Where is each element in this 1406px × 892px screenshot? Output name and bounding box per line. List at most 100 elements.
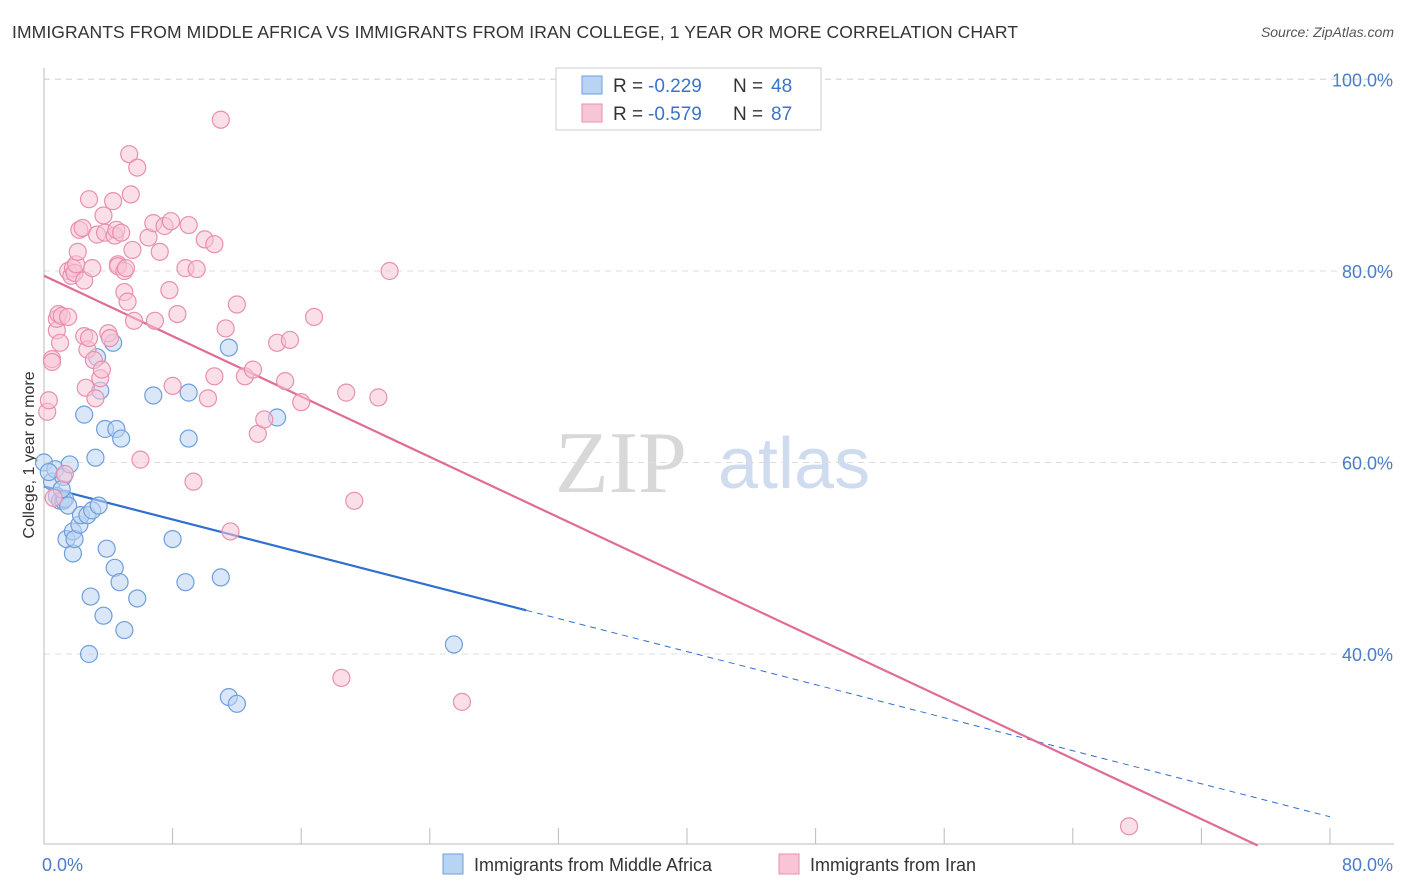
data-point-pink	[179, 215, 198, 235]
data-point-blue	[219, 338, 238, 357]
data-point-pink	[187, 259, 206, 279]
data-point-blue	[163, 529, 182, 549]
data-point-pink	[59, 307, 78, 327]
data-point-pink	[243, 360, 263, 379]
data-point-blue	[444, 635, 464, 654]
data-point-pink	[121, 185, 140, 204]
legend-r-label-pink: R =	[613, 104, 643, 125]
legend-swatch-blue	[581, 75, 603, 95]
data-point-pink	[292, 393, 311, 412]
series-legend-swatch-blue	[442, 853, 464, 875]
data-point-pink	[79, 190, 99, 209]
data-point-pink	[205, 235, 224, 254]
data-point-blue	[179, 429, 198, 448]
data-point-pink	[227, 295, 246, 314]
data-point-pink	[163, 376, 182, 395]
data-point-pink	[104, 192, 123, 211]
data-point-pink	[118, 292, 137, 311]
data-point-pink	[380, 261, 399, 281]
data-point-pink	[332, 668, 351, 688]
y-tick-label: 100.0%	[1332, 71, 1393, 91]
series-points-pink	[38, 110, 1139, 836]
data-point-pink	[42, 352, 62, 372]
data-point-pink	[44, 488, 63, 508]
data-point-blue	[128, 589, 147, 608]
data-point-blue	[227, 694, 246, 713]
data-point-pink	[79, 328, 99, 348]
y-tick-label: 60.0%	[1342, 454, 1393, 474]
trend-line-blue	[43, 485, 527, 612]
legend-n-label-pink: N =	[733, 104, 763, 125]
data-point-pink	[280, 330, 300, 350]
data-point-blue	[97, 539, 116, 558]
data-point-blue	[94, 606, 113, 625]
data-point-pink	[337, 383, 356, 402]
data-point-blue	[75, 405, 94, 424]
data-point-pink	[50, 333, 70, 352]
data-point-pink	[345, 491, 364, 510]
legend-n-label-blue: N =	[733, 76, 763, 97]
data-point-pink	[55, 464, 74, 484]
data-point-pink	[92, 360, 111, 379]
y-axis-label: College, 1 year or more	[21, 371, 38, 538]
x-tick-label: 0.0%	[42, 855, 83, 875]
data-point-pink	[124, 311, 144, 330]
trend-line-pink	[43, 274, 1259, 847]
y-tick-label: 80.0%	[1342, 262, 1393, 282]
y-tick-label: 40.0%	[1342, 645, 1393, 665]
data-point-blue	[110, 573, 129, 592]
data-point-pink	[86, 389, 105, 408]
data-point-blue	[179, 383, 198, 402]
x-tick-label: 80.0%	[1342, 855, 1393, 875]
data-point-pink	[184, 472, 203, 491]
data-point-pink	[83, 259, 102, 278]
stats-legend: R = -0.229 N = 48 R = -0.579 N = 87	[555, 67, 822, 131]
data-point-pink	[39, 391, 58, 410]
data-point-pink	[452, 692, 472, 711]
data-point-blue	[59, 496, 78, 515]
watermark-zip: ZIP	[555, 415, 687, 512]
data-point-blue	[89, 496, 108, 515]
data-point-blue	[176, 573, 195, 592]
data-point-pink	[255, 410, 274, 429]
legend-swatch-pink	[581, 103, 603, 123]
chart-title: IMMIGRANTS FROM MIDDLE AFRICA VS IMMIGRA…	[12, 22, 1019, 42]
data-point-blue	[115, 620, 134, 640]
data-point-pink	[1119, 817, 1139, 836]
data-point-pink	[112, 223, 131, 242]
watermark: ZIP atlas	[555, 415, 870, 512]
data-point-blue	[79, 644, 99, 664]
data-point-pink	[221, 522, 240, 541]
series-legend-swatch-pink	[778, 853, 800, 875]
series-legend-label-pink: Immigrants from Iran	[810, 855, 976, 875]
data-point-pink	[160, 281, 179, 300]
data-point-blue	[144, 386, 163, 405]
data-point-pink	[211, 110, 230, 129]
data-point-blue	[86, 448, 105, 467]
data-point-blue	[211, 568, 230, 587]
data-point-pink	[100, 328, 120, 348]
legend-r-value-pink: -0.579	[648, 104, 702, 125]
data-point-pink	[128, 158, 147, 177]
data-point-pink	[116, 259, 136, 278]
data-point-blue	[81, 587, 100, 606]
data-point-pink	[198, 389, 218, 408]
trend-lines	[43, 274, 1331, 847]
trend-line-blue-extension	[526, 609, 1331, 818]
legend-r-label-blue: R =	[613, 76, 643, 97]
data-point-pink	[150, 242, 169, 261]
data-point-pink	[161, 212, 181, 231]
data-point-blue	[112, 429, 131, 448]
data-points	[34, 110, 1139, 836]
data-point-pink	[131, 450, 150, 469]
y-axis-ticks: 100.0% 80.0% 60.0% 40.0%	[1332, 71, 1393, 666]
legend-r-value-blue: -0.229	[648, 76, 702, 97]
data-point-pink	[205, 367, 224, 386]
data-point-pink	[168, 304, 187, 324]
series-legend-label-blue: Immigrants from Middle Africa	[474, 855, 713, 875]
data-point-pink	[369, 388, 388, 407]
source-credit: Source: ZipAtlas.com	[1260, 24, 1394, 40]
x-axis-ticks: 0.0% 80.0%	[42, 828, 1393, 875]
data-point-pink	[216, 319, 235, 338]
